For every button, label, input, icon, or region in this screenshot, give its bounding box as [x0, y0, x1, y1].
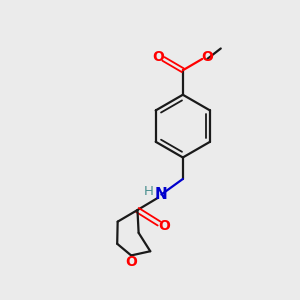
Text: H: H	[144, 185, 154, 198]
Text: O: O	[158, 219, 170, 233]
Text: O: O	[201, 50, 213, 64]
Text: N: N	[155, 187, 168, 202]
Text: O: O	[125, 255, 137, 269]
Text: O: O	[152, 50, 164, 64]
